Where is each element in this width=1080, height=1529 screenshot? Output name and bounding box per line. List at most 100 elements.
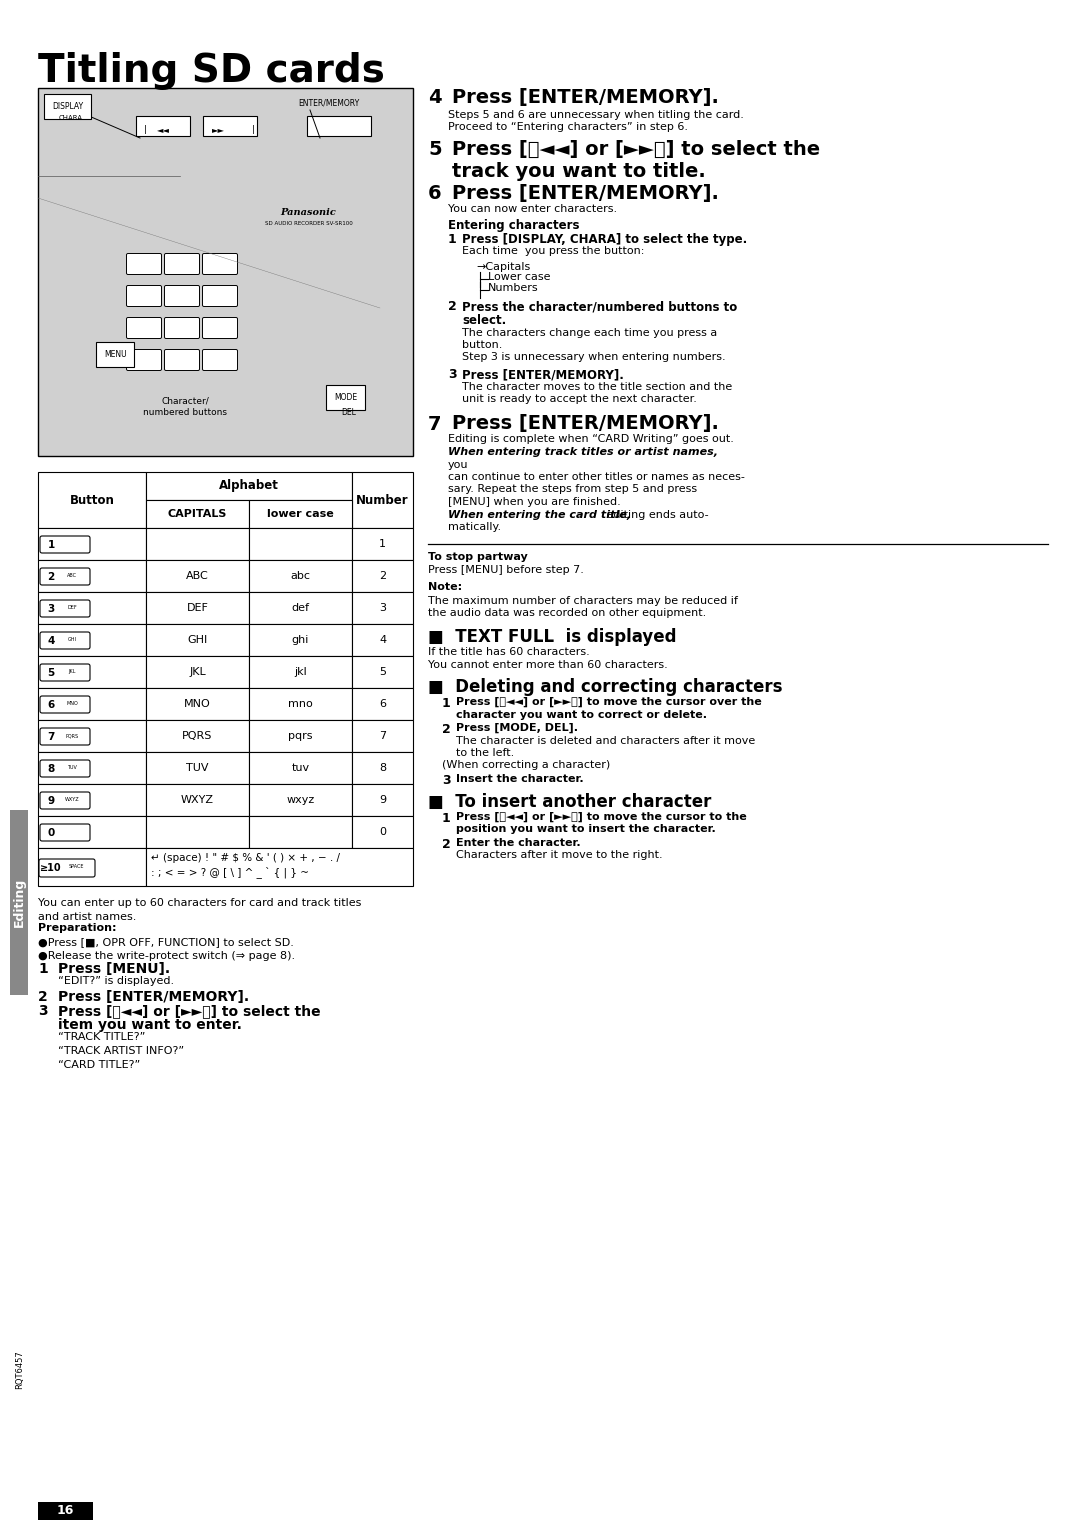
Bar xyxy=(352,688,413,720)
FancyBboxPatch shape xyxy=(40,792,90,809)
Text: ■  Deleting and correcting characters: ■ Deleting and correcting characters xyxy=(428,677,783,696)
Text: 7: 7 xyxy=(428,414,442,434)
Bar xyxy=(146,560,249,592)
Text: SPACE: SPACE xyxy=(68,864,84,870)
Text: |: | xyxy=(144,125,147,135)
Text: (When correcting a character): (When correcting a character) xyxy=(442,760,610,771)
Text: editing ends auto-: editing ends auto- xyxy=(603,509,708,520)
Text: numbered buttons: numbered buttons xyxy=(143,408,227,417)
FancyBboxPatch shape xyxy=(40,537,90,553)
Text: Insert the character.: Insert the character. xyxy=(456,774,583,784)
FancyBboxPatch shape xyxy=(126,286,162,306)
Text: 3: 3 xyxy=(38,1005,48,1018)
Bar xyxy=(146,816,249,849)
Text: abc: abc xyxy=(291,570,311,581)
Text: MNO: MNO xyxy=(66,700,78,706)
Text: |: | xyxy=(252,125,255,135)
Text: 0: 0 xyxy=(379,827,386,836)
Bar xyxy=(146,752,249,784)
Text: 1: 1 xyxy=(48,540,55,549)
Text: TUV: TUV xyxy=(186,763,208,774)
Bar xyxy=(352,560,413,592)
FancyBboxPatch shape xyxy=(203,286,238,306)
Bar xyxy=(146,688,249,720)
Text: 2: 2 xyxy=(48,572,55,581)
Bar xyxy=(249,560,352,592)
Text: 6: 6 xyxy=(379,699,386,709)
Bar xyxy=(38,528,146,560)
Text: Press [⏮◄◄] or [►►⏭] to move the cursor to the: Press [⏮◄◄] or [►►⏭] to move the cursor … xyxy=(456,812,746,821)
FancyBboxPatch shape xyxy=(203,254,238,275)
Text: ABC: ABC xyxy=(186,570,208,581)
Bar xyxy=(38,720,146,752)
Text: Press [MODE, DEL].: Press [MODE, DEL]. xyxy=(456,723,578,734)
Bar xyxy=(249,656,352,688)
Text: pqrs: pqrs xyxy=(288,731,313,742)
Bar xyxy=(352,656,413,688)
Text: 1: 1 xyxy=(38,962,48,977)
Text: 1: 1 xyxy=(379,540,386,549)
Text: 3: 3 xyxy=(448,368,457,381)
Text: character you want to correct or delete.: character you want to correct or delete. xyxy=(456,709,707,720)
Text: tuv: tuv xyxy=(292,763,310,774)
Text: Button: Button xyxy=(69,494,114,506)
Text: MENU: MENU xyxy=(104,350,126,359)
Text: you: you xyxy=(448,460,469,469)
Text: ghi: ghi xyxy=(292,635,309,645)
Text: can continue to enter other titles or names as neces-: can continue to enter other titles or na… xyxy=(448,472,745,482)
Text: Each time  you press the button:: Each time you press the button: xyxy=(462,246,645,257)
Bar xyxy=(38,752,146,784)
Text: Press [⏮◄◄] or [►►⏭] to move the cursor over the: Press [⏮◄◄] or [►►⏭] to move the cursor … xyxy=(456,697,761,708)
Text: 3: 3 xyxy=(379,602,386,613)
Text: track you want to title.: track you want to title. xyxy=(453,162,705,180)
Bar xyxy=(38,1501,93,1520)
FancyBboxPatch shape xyxy=(203,318,238,338)
Bar xyxy=(38,656,146,688)
FancyBboxPatch shape xyxy=(164,350,200,370)
Text: ◄◄: ◄◄ xyxy=(157,125,170,135)
Text: jkl: jkl xyxy=(294,667,307,677)
Text: “EDIT?” is displayed.: “EDIT?” is displayed. xyxy=(58,977,174,986)
Text: WXYZ: WXYZ xyxy=(181,795,214,804)
Text: unit is ready to accept the next character.: unit is ready to accept the next charact… xyxy=(462,394,697,404)
Bar xyxy=(146,784,249,816)
Text: 3: 3 xyxy=(48,604,55,613)
Text: To stop partway: To stop partway xyxy=(428,552,528,561)
Text: SD AUDIO RECORDER SV-SR100: SD AUDIO RECORDER SV-SR100 xyxy=(265,222,353,226)
FancyBboxPatch shape xyxy=(40,760,90,777)
Text: Preparation:: Preparation: xyxy=(38,924,117,933)
Text: The characters change each time you press a: The characters change each time you pres… xyxy=(462,327,717,338)
Text: 16: 16 xyxy=(56,1505,73,1517)
FancyBboxPatch shape xyxy=(40,696,90,713)
Text: The maximum number of characters may be reduced if: The maximum number of characters may be … xyxy=(428,596,738,605)
FancyBboxPatch shape xyxy=(164,286,200,306)
Bar xyxy=(249,500,352,528)
Bar xyxy=(249,688,352,720)
Text: You can enter up to 60 characters for card and track titles: You can enter up to 60 characters for ca… xyxy=(38,898,362,908)
Text: ABC: ABC xyxy=(67,573,77,578)
Text: Lower case: Lower case xyxy=(488,272,551,283)
Text: Press [⏮◄◄] or [►►⏭] to select the: Press [⏮◄◄] or [►►⏭] to select the xyxy=(453,141,820,159)
Text: GHI: GHI xyxy=(67,638,77,642)
FancyBboxPatch shape xyxy=(126,350,162,370)
FancyBboxPatch shape xyxy=(164,318,200,338)
Text: Number: Number xyxy=(356,494,409,506)
Text: 7: 7 xyxy=(379,731,386,742)
Text: mno: mno xyxy=(288,699,313,709)
Text: JKL: JKL xyxy=(189,667,206,677)
Text: 2: 2 xyxy=(442,723,450,735)
Text: TUV: TUV xyxy=(67,764,77,771)
Text: PQRS: PQRS xyxy=(183,731,213,742)
Bar xyxy=(38,816,146,849)
Text: You cannot enter more than 60 characters.: You cannot enter more than 60 characters… xyxy=(428,659,667,670)
Text: [MENU] when you are finished.: [MENU] when you are finished. xyxy=(448,497,621,508)
Text: : ; < = > ? @ [ \ ] ^ _ ` { | } ~: : ; < = > ? @ [ \ ] ^ _ ` { | } ~ xyxy=(151,865,309,878)
Text: Press the character/numbered buttons to: Press the character/numbered buttons to xyxy=(462,301,738,313)
Bar xyxy=(249,592,352,624)
Bar xyxy=(249,624,352,656)
Text: “TRACK ARTIST INFO?”: “TRACK ARTIST INFO?” xyxy=(58,1046,184,1057)
Bar xyxy=(146,592,249,624)
Bar xyxy=(352,752,413,784)
Text: Steps 5 and 6 are unnecessary when titling the card.: Steps 5 and 6 are unnecessary when titli… xyxy=(448,110,744,119)
FancyBboxPatch shape xyxy=(126,254,162,275)
